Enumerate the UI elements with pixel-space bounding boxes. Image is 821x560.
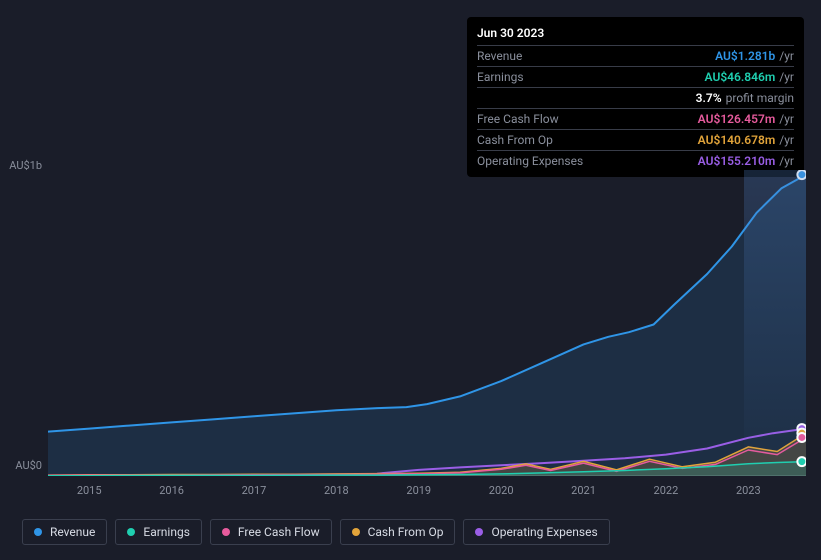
tooltip-label: Cash From Op — [477, 133, 553, 147]
x-tick: 2023 — [736, 484, 761, 497]
marker-fcf — [797, 433, 806, 442]
chart-svg — [48, 170, 806, 476]
legend-label: Operating Expenses — [491, 525, 597, 539]
tooltip-row-fcf: Free Cash Flow AU$126.457m/yr — [477, 108, 794, 129]
tooltip-value: AU$155.210m/yr — [698, 154, 794, 168]
tooltip-label: Earnings — [477, 70, 524, 84]
legend-label: Free Cash Flow — [238, 525, 320, 539]
tooltip-label: Revenue — [477, 49, 522, 63]
tooltip-label: Free Cash Flow — [477, 112, 559, 126]
tooltip: Jun 30 2023 Revenue AU$1.281b/yr Earnings A… — [467, 17, 804, 177]
tooltip-row-revenue: Revenue AU$1.281b/yr — [477, 45, 794, 66]
legend-dot-icon — [475, 528, 483, 536]
x-tick: 2022 — [654, 484, 679, 497]
legend-dot-icon — [34, 528, 42, 536]
x-tick: 2016 — [159, 484, 184, 497]
tooltip-value: AU$140.678m/yr — [698, 133, 794, 147]
tooltip-row-earnings: Earnings AU$46.846m/yr — [477, 66, 794, 87]
legend-label: Earnings — [143, 525, 190, 539]
legend-item-earnings[interactable]: Earnings — [115, 519, 202, 545]
x-axis: 2015 2016 2017 2018 2019 2020 2021 2022 2023 — [48, 484, 806, 504]
tooltip-value: AU$126.457m/yr — [698, 112, 794, 126]
chart-plot[interactable] — [48, 170, 806, 476]
legend-dot-icon — [127, 528, 135, 536]
tooltip-row-earnings-extra: 3.7%profit margin — [477, 87, 794, 108]
legend-dot-icon — [352, 528, 360, 536]
legend-dot-icon — [222, 528, 230, 536]
tooltip-label: Operating Expenses — [477, 154, 583, 168]
marker-revenue — [797, 170, 806, 179]
legend-label: Revenue — [50, 525, 95, 539]
tooltip-value: AU$46.846m/yr — [705, 70, 794, 84]
legend-label: Cash From Op — [368, 525, 444, 539]
x-tick: 2017 — [242, 484, 267, 497]
x-tick: 2021 — [571, 484, 596, 497]
x-tick: 2015 — [77, 484, 102, 497]
legend-item-fcf[interactable]: Free Cash Flow — [210, 519, 332, 545]
x-tick: 2020 — [489, 484, 514, 497]
y-axis-label-top: AU$1b — [2, 159, 42, 172]
legend-item-cfo[interactable]: Cash From Op — [340, 519, 456, 545]
legend-item-revenue[interactable]: Revenue — [22, 519, 107, 545]
tooltip-row-cfo: Cash From Op AU$140.678m/yr — [477, 129, 794, 150]
legend: Revenue Earnings Free Cash Flow Cash From O… — [22, 519, 610, 545]
marker-earnings — [797, 457, 806, 466]
x-tick: 2018 — [324, 484, 349, 497]
tooltip-value: AU$1.281b/yr — [715, 49, 794, 63]
y-axis-label-bottom: AU$0 — [2, 459, 42, 472]
legend-item-opex[interactable]: Operating Expenses — [463, 519, 609, 545]
tooltip-row-opex: Operating Expenses AU$155.210m/yr — [477, 150, 794, 171]
area-revenue — [48, 175, 806, 476]
tooltip-date: Jun 30 2023 — [477, 23, 794, 45]
x-tick: 2019 — [406, 484, 431, 497]
